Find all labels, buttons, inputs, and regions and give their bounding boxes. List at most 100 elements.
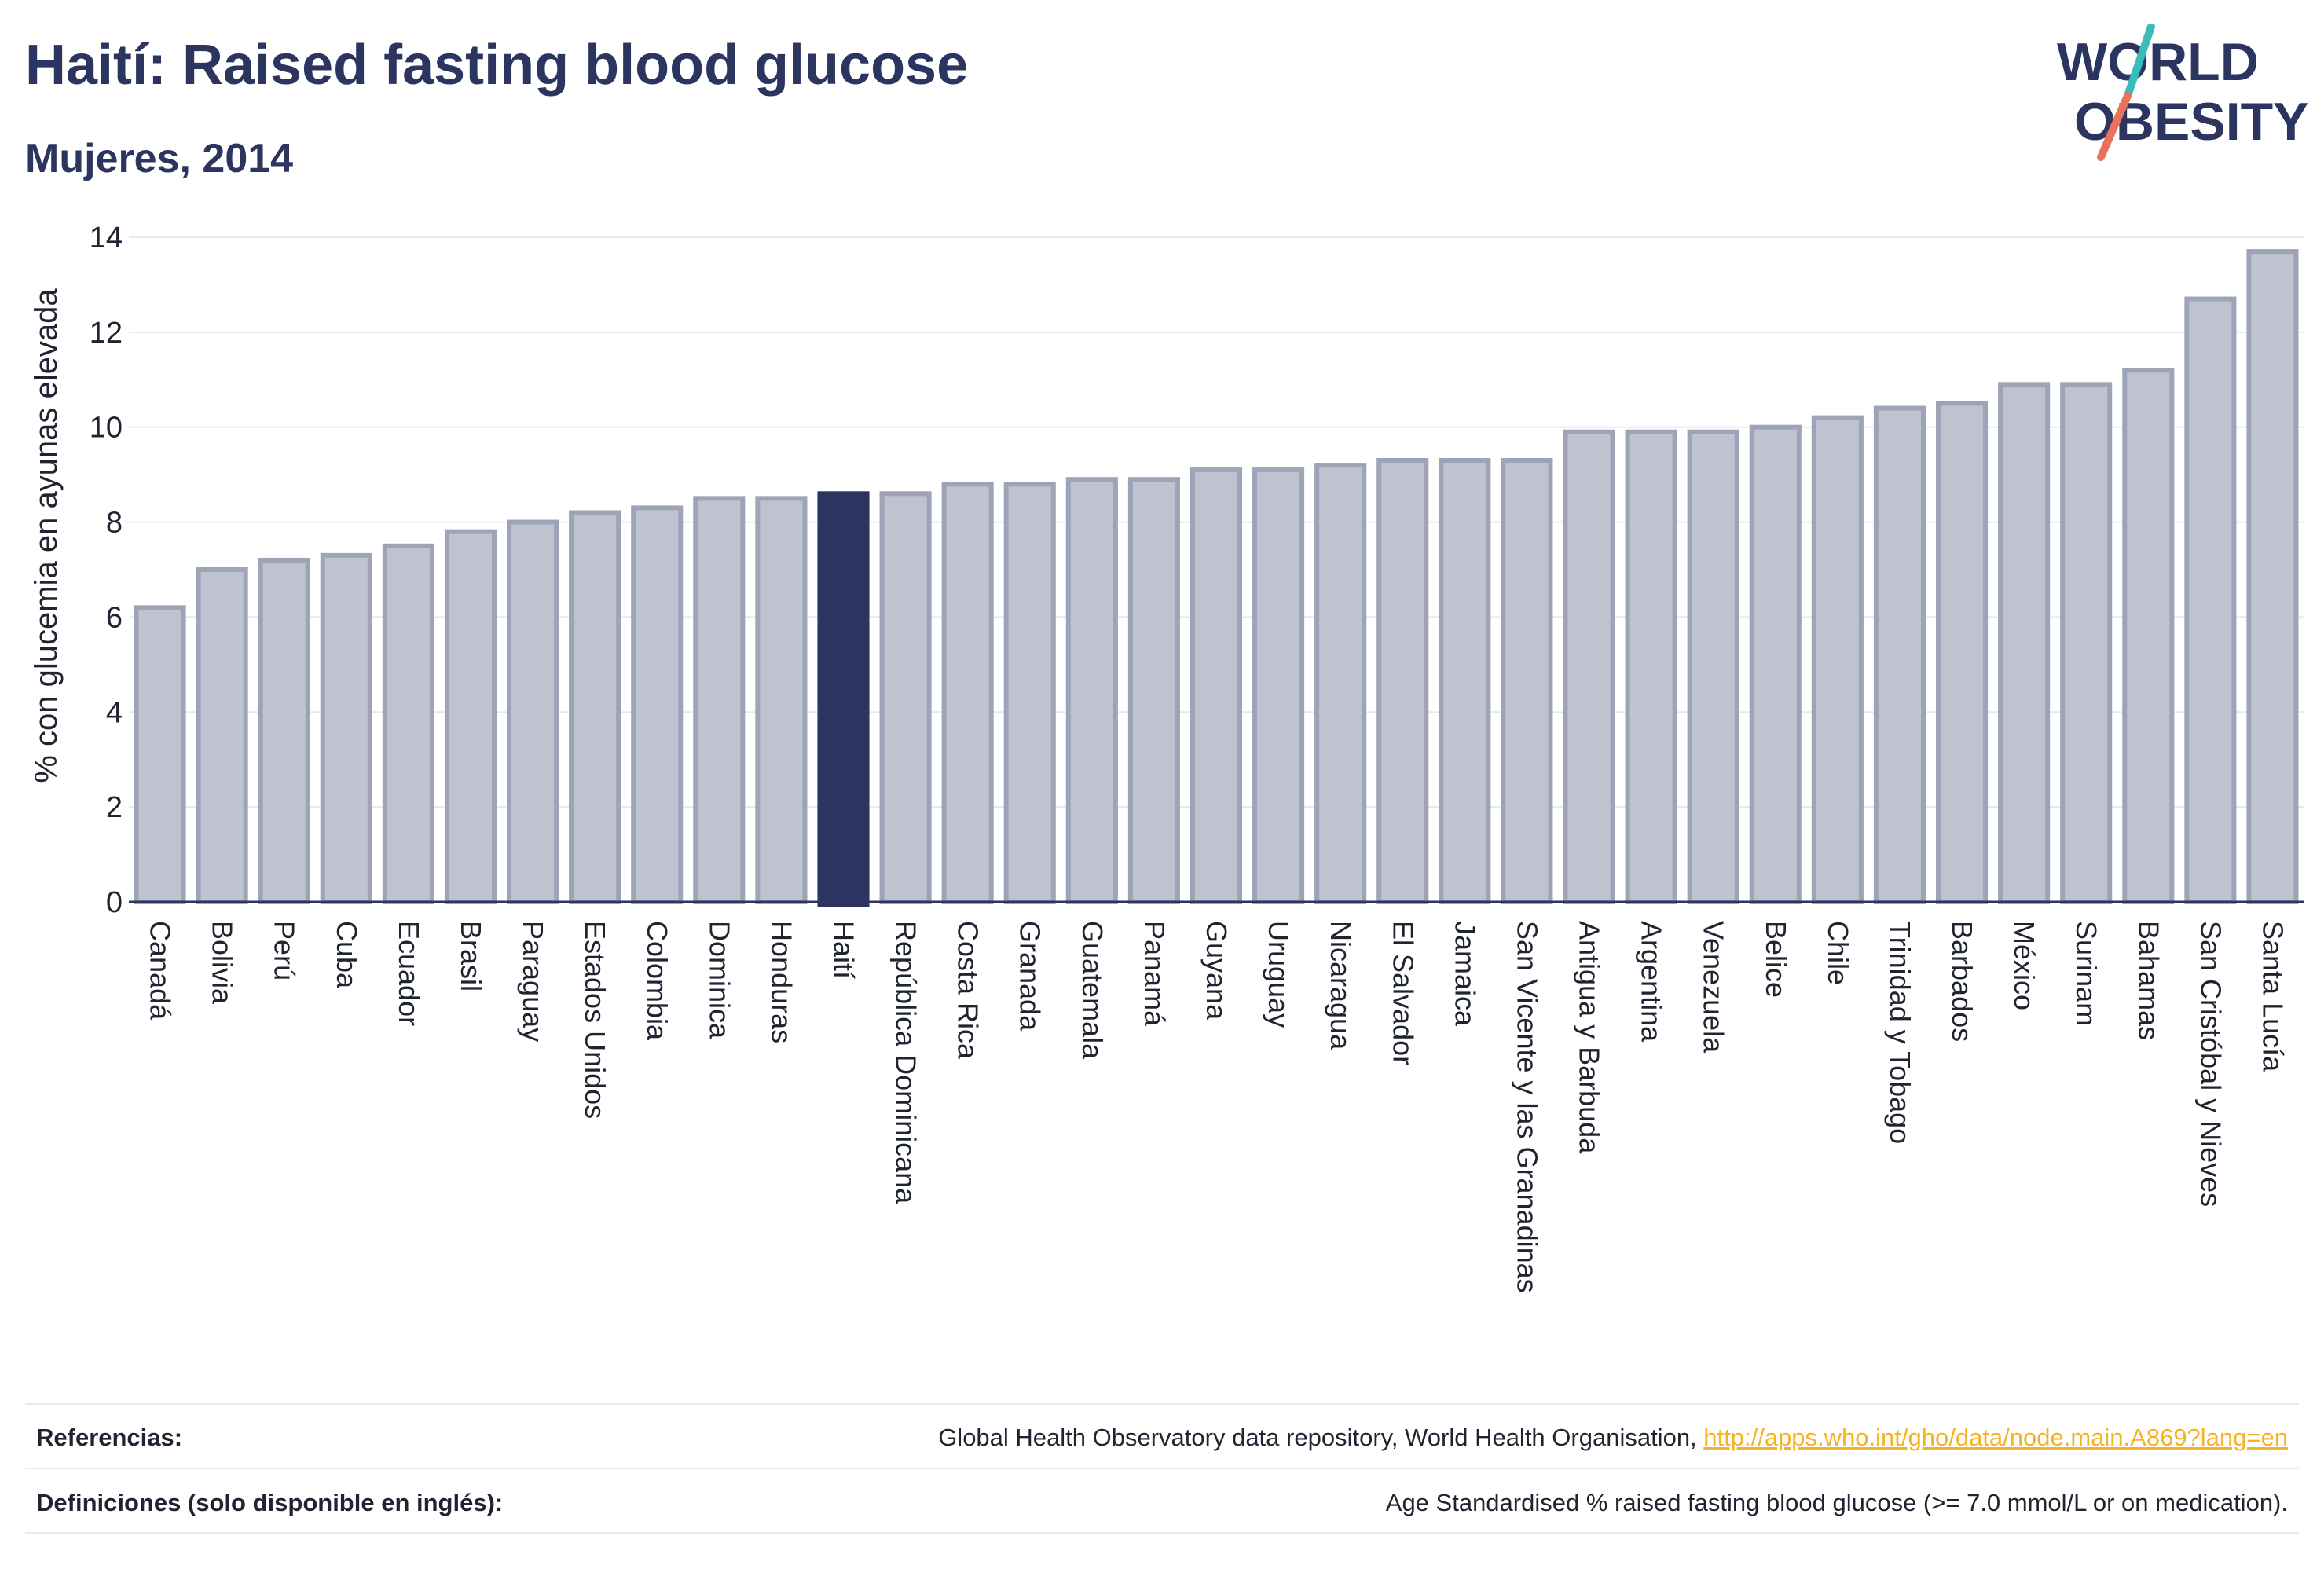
logo-slash-top: [2124, 24, 2155, 100]
definitions-label: Definiciones (solo disponible en inglés)…: [36, 1489, 504, 1516]
y-tick-label: 0: [106, 886, 123, 919]
bar-10: [755, 496, 808, 904]
bar-7: [569, 510, 621, 904]
x-tick-label: Barbados: [1946, 921, 1978, 1042]
bar-11: [817, 491, 870, 907]
x-tick-label: Canadá: [145, 921, 177, 1021]
chart-subtitle: Mujeres, 2014: [25, 136, 294, 181]
bar-20: [1376, 458, 1429, 904]
footer-divider-bottom: [25, 1532, 2299, 1534]
y-tick-label: 12: [90, 317, 123, 350]
bar-29: [1935, 401, 1989, 904]
x-tick-label: Colombia: [641, 921, 673, 1041]
bar-34: [2246, 249, 2299, 904]
bar-5: [444, 529, 497, 905]
bar-3: [320, 552, 372, 904]
bar-27: [1811, 415, 1864, 904]
bar-15: [1065, 477, 1118, 904]
bar-2: [258, 557, 310, 905]
bar-19: [1314, 463, 1367, 904]
y-tick-label: 2: [106, 791, 123, 824]
y-tick-label: 14: [90, 222, 123, 255]
x-tick-label: Dominica: [703, 921, 735, 1039]
x-tick-label: Honduras: [765, 921, 797, 1043]
y-tick-label: 4: [106, 696, 123, 729]
bar-9: [693, 496, 746, 904]
footer-divider-middle: [25, 1468, 2299, 1469]
bar-12: [879, 491, 932, 904]
bar-0: [134, 605, 186, 904]
bar-33: [2184, 296, 2237, 904]
x-tick-label: Jamaica: [1449, 921, 1481, 1027]
x-tick-label: Surinam: [2070, 921, 2102, 1026]
x-tick-label: Belice: [1760, 921, 1792, 998]
references-text: Global Health Observatory data repositor…: [938, 1424, 1704, 1451]
bar-16: [1127, 477, 1180, 904]
x-tick-label: Perú: [269, 921, 301, 980]
x-tick-label: Nicaragua: [1325, 921, 1357, 1050]
bar-31: [2060, 382, 2113, 905]
x-tick-label: Chile: [1822, 921, 1854, 985]
bar-14: [1003, 482, 1056, 904]
bar-25: [1687, 429, 1739, 904]
references-label: Referencias:: [36, 1424, 183, 1451]
x-tick-label: Uruguay: [1263, 921, 1295, 1028]
x-tick-labels: Canadá Bolivia Perú Cuba Ecuador Brasil Paragu…: [145, 921, 2289, 1293]
x-tick-label: México: [2008, 921, 2040, 1010]
bar-18: [1252, 467, 1305, 904]
x-tick-label: Venezuela: [1698, 921, 1730, 1054]
x-tick-label: República Dominicana: [890, 921, 922, 1204]
x-tick-label: Bolivia: [207, 921, 239, 1005]
bar-6: [507, 519, 559, 904]
x-tick-label: Santa Lucía: [2256, 921, 2289, 1072]
y-tick-label: 6: [106, 601, 123, 634]
bar-22: [1501, 458, 1553, 904]
footer-references-row: Referencias: Global Health Observatory d…: [36, 1424, 2288, 1471]
bar-23: [1563, 429, 1615, 904]
x-tick-label: Trinidad y Tobago: [1884, 921, 1916, 1144]
references-link[interactable]: http://apps.who.int/gho/data/node.main.A…: [1703, 1424, 2288, 1451]
chart-title: Haití: Raised fasting blood glucose: [25, 34, 969, 97]
x-tick-label: El Salvador: [1387, 921, 1419, 1065]
x-tick-label: Brasil: [455, 921, 487, 991]
x-tick-label: Antigua y Barbuda: [1574, 921, 1606, 1154]
bar-28: [1873, 405, 1926, 904]
x-tick-label: San Vicente y las Granadinas: [1511, 921, 1543, 1293]
x-tick-label: Guatemala: [1076, 921, 1109, 1060]
logo-word-world: WORLD: [2057, 32, 2259, 92]
x-tick-label: Argentina: [1636, 921, 1668, 1043]
y-tick-labels: 0 2 4 6 8 10 12 14: [90, 222, 123, 919]
footer-divider-top: [25, 1403, 2299, 1405]
bar-chart: 0 2 4 6 8 10 12 14 Canadá Bolivia Perú Cuba Ecuador…: [29, 222, 2304, 1293]
x-tick-label: Bahamas: [2132, 921, 2165, 1040]
references-value: Global Health Observatory data repositor…: [938, 1424, 2288, 1452]
y-axis-label: % con glucemia en ayunas elevada: [29, 288, 64, 783]
x-tick-label: Paraguay: [517, 921, 549, 1042]
bar-26: [1749, 424, 1802, 904]
x-tick-label: San Cristóbal y Nieves: [2194, 921, 2227, 1207]
bar-4: [382, 543, 434, 904]
x-tick-label: Panamá: [1138, 921, 1171, 1027]
y-tick-label: 8: [106, 507, 123, 540]
bar-1: [196, 567, 248, 904]
footer-definitions-row: Definiciones (solo disponible en inglés)…: [36, 1489, 2288, 1536]
y-tick-label: 10: [90, 412, 123, 445]
x-tick-label: Estados Unidos: [579, 921, 611, 1119]
bar-8: [631, 505, 684, 904]
x-tick-label: Guyana: [1200, 921, 1233, 1021]
x-tick-label: Costa Rica: [952, 921, 984, 1060]
bar-24: [1625, 429, 1677, 904]
logo-slash-bottom: [2097, 92, 2132, 161]
bar-13: [941, 482, 994, 904]
bar-17: [1189, 467, 1243, 904]
bars: [134, 249, 2299, 907]
x-tick-label: Haití: [827, 921, 860, 979]
bar-21: [1439, 458, 1491, 904]
bar-32: [2122, 368, 2175, 904]
x-tick-label: Ecuador: [393, 921, 425, 1026]
definitions-value: Age Standardised % raised fasting blood …: [1385, 1489, 2288, 1516]
x-tick-label: Granada: [1014, 921, 1047, 1032]
bar-30: [1998, 382, 2051, 905]
world-obesity-logo: WORLD OBESITY: [2057, 24, 2309, 161]
x-tick-label: Cuba: [331, 921, 363, 989]
